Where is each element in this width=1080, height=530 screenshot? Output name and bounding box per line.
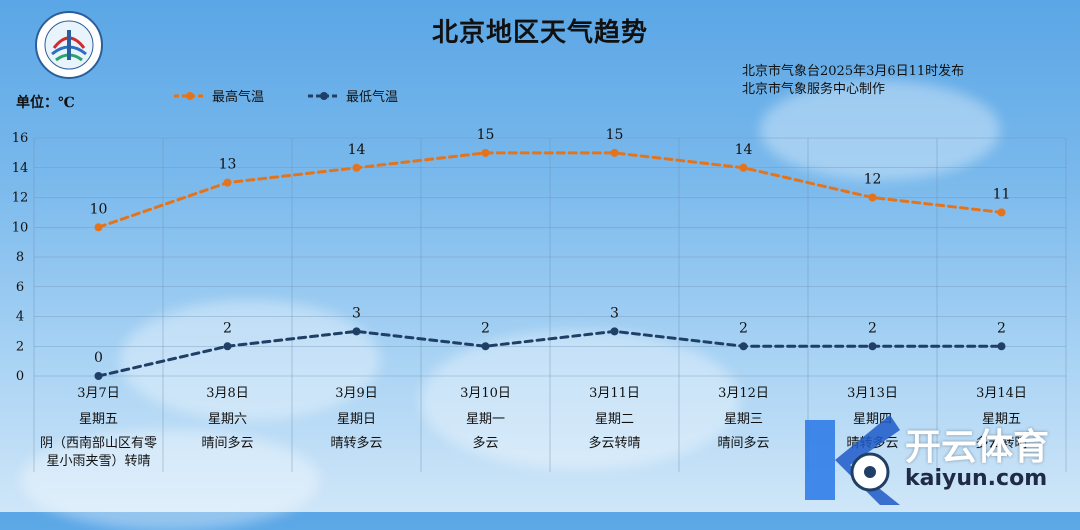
unit-label: 单位：℃: [16, 95, 75, 111]
watermark-logo-icon: [805, 415, 900, 505]
low-temp-point: [868, 342, 877, 351]
high-temp-point: [352, 163, 361, 172]
high-temp-point: [997, 208, 1006, 217]
meteorological-logo: [35, 11, 103, 79]
x-weather-label: 阴（西南部山区有零: [40, 435, 157, 451]
high-temp-point: [481, 148, 490, 157]
low-temp-data-label: 2: [481, 320, 490, 336]
high-temp-point: [868, 193, 877, 202]
low-temp-line: [97, 329, 1003, 378]
watermark: 开云体育 kaiyun.com: [795, 410, 1080, 510]
x-weekday-label: 星期六: [208, 412, 247, 427]
high-temp-point: [610, 148, 619, 157]
x-weekday-label: 星期二: [595, 412, 634, 427]
low-temp-point: [739, 342, 748, 351]
high-temp-data-label: 12: [864, 172, 882, 188]
low-temp-data-label: 2: [868, 320, 877, 336]
x-date-label: 3月14日: [976, 386, 1027, 401]
low-temp-data-label: 2: [223, 320, 232, 336]
x-date-label: 3月8日: [206, 386, 249, 401]
x-weekday-label: 星期日: [337, 412, 376, 427]
x-date-label: 3月13日: [847, 386, 898, 401]
y-tick-label: 10: [12, 220, 29, 235]
legend-low: 最低气温: [306, 86, 398, 105]
y-tick-label: 4: [16, 310, 24, 325]
watermark-text-en: kaiyun.com: [905, 466, 1048, 491]
x-date-label: 3月11日: [589, 386, 640, 401]
low-temp-point: [223, 342, 232, 351]
x-weather-label: 多云: [472, 435, 498, 451]
legend-low-marker: [308, 91, 340, 100]
x-weather-label: 晴转多云: [330, 435, 382, 451]
high-temp-data-label: 11: [993, 186, 1011, 202]
legend-high-marker: [174, 91, 206, 100]
x-date-label: 3月7日: [77, 386, 120, 401]
low-temp-point: [997, 342, 1006, 351]
y-tick-label: 16: [12, 131, 29, 146]
y-tick-label: 2: [16, 339, 24, 354]
low-temp-point: [610, 327, 619, 336]
x-weather-label: 晴间多云: [201, 435, 253, 451]
high-temp-point: [223, 178, 232, 187]
low-temp-data-label: 0: [94, 350, 103, 366]
x-weather-label: 多云转晴: [975, 435, 1027, 451]
y-tick-label: 12: [12, 191, 29, 206]
x-weather-label: 多云转晴: [588, 435, 640, 451]
y-tick-label: 8: [16, 250, 24, 265]
x-date-label: 3月9日: [335, 386, 378, 401]
cloud-decoration: [760, 80, 1000, 180]
y-tick-label: 14: [12, 161, 29, 176]
x-date-label: 3月12日: [718, 386, 769, 401]
issuer-line-2: 北京市气象服务中心制作: [742, 82, 886, 97]
high-temp-data-label: 10: [90, 201, 108, 217]
high-temp-data-label: 14: [348, 142, 366, 158]
high-temp-point: [94, 223, 103, 232]
page-title: 北京地区天气趋势: [431, 18, 648, 48]
legend-high: 最高气温: [172, 86, 264, 105]
low-temp-data-label: 3: [352, 305, 361, 321]
x-weekday-label: 星期五: [79, 412, 118, 427]
issuer-line-1: 北京市气象台2025年3月6日11时发布: [742, 64, 965, 79]
x-weekday-label: 星期三: [724, 412, 763, 427]
low-temp-point: [94, 372, 103, 380]
high-temp-data-label: 15: [477, 127, 495, 143]
low-temp-data-label: 2: [739, 320, 748, 336]
x-date-label: 3月10日: [460, 386, 511, 401]
high-temp-point: [739, 163, 748, 172]
low-temp-data-label: 2: [997, 320, 1006, 336]
x-weather-label: 星小雨夹雪）转晴: [46, 454, 150, 469]
x-weekday-label: 星期五: [982, 412, 1021, 427]
legend-high-label: 最高气温: [212, 90, 265, 105]
y-tick-label: 6: [16, 280, 24, 295]
high-temp-data-label: 14: [735, 142, 753, 158]
low-temp-data-label: 3: [610, 305, 619, 321]
high-temp-data-label: 15: [606, 127, 624, 143]
legend-low-label: 最低气温: [346, 90, 399, 105]
low-temp-point: [352, 327, 361, 336]
cloud-decoration: [420, 330, 740, 470]
x-weather-label: 晴间多云: [717, 435, 769, 451]
watermark-text-cn: 开云体育: [905, 427, 1050, 468]
high-temp-data-label: 13: [219, 157, 237, 173]
low-temp-point: [481, 342, 490, 351]
x-weekday-label: 星期一: [466, 412, 505, 427]
y-tick-label: 0: [16, 369, 24, 384]
high-temp-line: [97, 151, 1003, 229]
